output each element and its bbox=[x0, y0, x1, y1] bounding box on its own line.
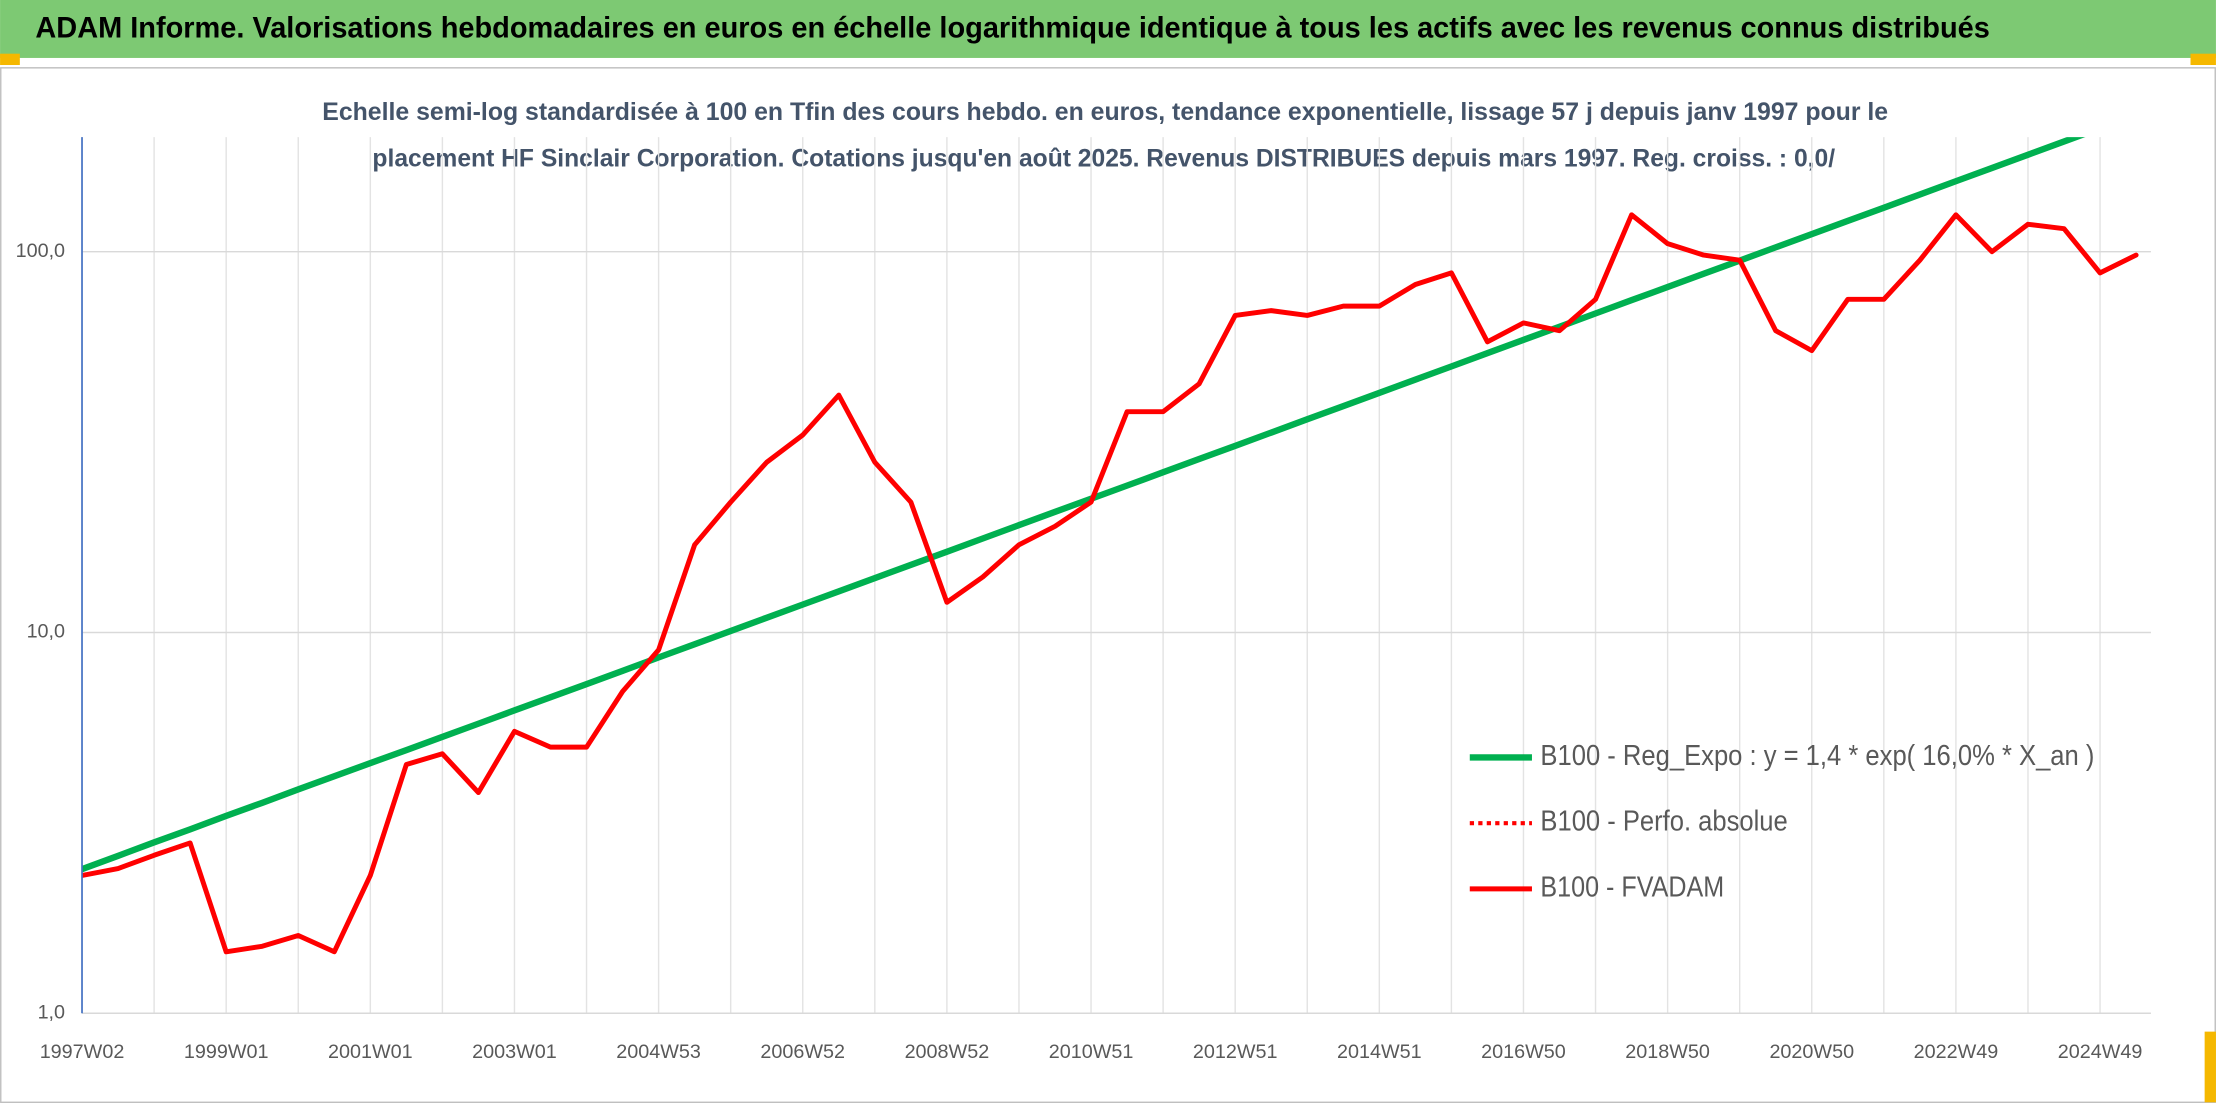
x-tick-label: 2003W01 bbox=[472, 1041, 557, 1063]
chart-title: Echelle semi-log standardisée à 100 en T… bbox=[322, 98, 1888, 126]
x-tick-label: 2024W49 bbox=[2058, 1041, 2143, 1063]
legend: B100 - Reg_Expo : y = 1,4 * exp( 16,0% *… bbox=[1469, 739, 2094, 902]
x-tick-label: 2014W51 bbox=[1337, 1041, 1422, 1063]
x-tick-label: 2016W50 bbox=[1481, 1041, 1566, 1063]
legend-label: B100 - FVADAM bbox=[1540, 870, 1724, 902]
x-tick-label: 2001W01 bbox=[328, 1041, 413, 1063]
x-tick-label: 2006W52 bbox=[760, 1041, 845, 1063]
plot-area bbox=[82, 137, 2139, 955]
grid: 1,0 10,0 100,0 1997W02 1999W01 2001W01 2003W01… bbox=[16, 137, 2151, 1063]
corner-mark bbox=[2190, 53, 2216, 66]
x-tick-label: 2008W52 bbox=[905, 1041, 990, 1063]
corner-mark bbox=[0, 53, 20, 66]
x-tick-label: 2004W53 bbox=[616, 1041, 701, 1063]
x-tick-label: 1997W02 bbox=[40, 1041, 125, 1063]
legend-label: B100 - Reg_Expo : y = 1,4 * exp( 16,0% *… bbox=[1540, 739, 2094, 771]
header-bar bbox=[0, 0, 2216, 58]
chart-title: placement HF Sinclair Corporation. Cotat… bbox=[372, 144, 1835, 172]
y-tick-label: 10,0 bbox=[27, 621, 65, 643]
x-tick-label: 2018W50 bbox=[1625, 1041, 1710, 1063]
page-header: ADAM Informe. Valorisations hebdomadaire… bbox=[35, 12, 1989, 45]
x-tick-label: 2012W51 bbox=[1193, 1041, 1278, 1063]
chart-frame bbox=[0, 67, 2216, 1103]
y-tick-label: 100,0 bbox=[16, 240, 65, 262]
legend-label: B100 - Perfo. absolue bbox=[1540, 805, 1787, 837]
corner-mark bbox=[2204, 1031, 2216, 1103]
x-tick-label: 2022W49 bbox=[1914, 1041, 1999, 1063]
x-tick-label: 2020W50 bbox=[1769, 1041, 1854, 1063]
x-tick-label: 2010W51 bbox=[1049, 1041, 1134, 1063]
y-tick-label: 1,0 bbox=[38, 1001, 65, 1023]
series-line bbox=[82, 212, 2139, 955]
x-tick-label: 1999W01 bbox=[184, 1041, 269, 1063]
